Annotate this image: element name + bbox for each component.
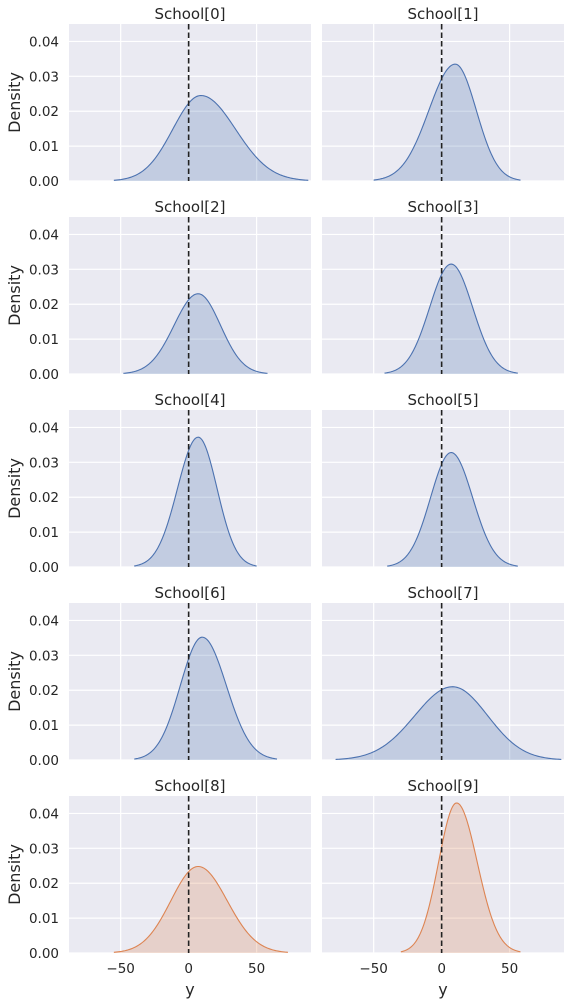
panel-background (322, 603, 564, 760)
y-tick-label: 0.03 (29, 648, 59, 664)
panel-title: School[0] (154, 5, 225, 23)
panel-school-6: School[6] 0.00 0.01 0.02 0.03 0.04 Density (5, 584, 311, 769)
y-tick-label: 0.03 (29, 69, 59, 85)
y-tick-label: 0.04 (29, 420, 59, 436)
y-tick-label: 0.01 (29, 139, 59, 155)
panel-school-4: School[4] 0.00 0.01 0.02 0.03 0.04 Density (5, 391, 311, 576)
panel-school-0: School[0] 0.00 0.01 0.02 0.03 0.04 Density (5, 5, 311, 190)
y-tick-label: 0.04 (29, 227, 59, 243)
x-tick-label: 50 (248, 961, 265, 977)
density-fill (134, 437, 257, 567)
panel-background (322, 410, 564, 567)
panel-title: School[8] (154, 777, 225, 795)
density-fill (384, 264, 518, 374)
panel-school-2: School[2] 0.00 0.01 0.02 0.03 0.04 Density (5, 198, 311, 383)
panel-background (322, 796, 564, 953)
density-line (384, 263, 518, 374)
y-tick-label: 0.03 (29, 841, 59, 857)
x-tick-label: 50 (501, 961, 518, 977)
y-axis-label: Density (5, 72, 24, 133)
y-tick-label: 0.02 (29, 683, 59, 699)
y-tick-label: 0.01 (29, 332, 59, 348)
panel-background (69, 796, 311, 953)
panel-school-5: School[5] (322, 391, 564, 568)
y-tick-label: 0.02 (29, 490, 59, 506)
y-tick-label: 0.01 (29, 911, 59, 927)
y-axis-label: Density (5, 458, 24, 519)
density-line (113, 865, 288, 953)
y-tick-label: 0.03 (29, 262, 59, 278)
density-line (400, 802, 521, 953)
x-axis-label: y (185, 980, 194, 999)
y-tick-label: 0.02 (29, 297, 59, 313)
panel-background (322, 217, 564, 374)
density-line (335, 686, 562, 760)
panel-school-8: School[8] 0.00 0.01 0.02 0.03 0.04 Density −50 0… (5, 777, 311, 999)
panel-school-9: School[9] −50 0 50 y (322, 777, 564, 999)
density-fill (373, 64, 521, 181)
x-tick-label: −50 (359, 961, 388, 977)
y-tick-label: 0.03 (29, 455, 59, 471)
y-axis-label: Density (5, 844, 24, 905)
y-tick-label: 0.00 (29, 367, 59, 383)
density-line (134, 636, 278, 760)
density-fill (113, 95, 309, 181)
y-axis-label: Density (5, 265, 24, 326)
density-fill (335, 686, 562, 760)
density-fill (134, 637, 278, 760)
y-tick-label: 0.02 (29, 876, 59, 892)
panel-title: School[4] (154, 391, 225, 409)
panel-school-7: School[7] (322, 584, 564, 761)
panel-title: School[1] (407, 5, 478, 23)
y-tick-label: 0.01 (29, 525, 59, 541)
panel-title: School[5] (407, 391, 478, 409)
y-tick-label: 0.01 (29, 718, 59, 734)
y-tick-label: 0.04 (29, 806, 59, 822)
x-tick-label: −50 (106, 961, 135, 977)
panel-title: School[7] (407, 584, 478, 602)
density-line (387, 452, 518, 567)
density-line (134, 436, 257, 567)
y-tick-label: 0.00 (29, 560, 59, 576)
panel-school-1: School[1] (322, 5, 564, 182)
panel-school-3: School[3] (322, 198, 564, 375)
panel-title: School[6] (154, 584, 225, 602)
density-line (123, 293, 268, 374)
density-fill (387, 452, 518, 567)
y-tick-label: 0.04 (29, 613, 59, 629)
y-tick-label: 0.00 (29, 753, 59, 769)
x-tick-label: 0 (437, 961, 446, 977)
panel-background (322, 24, 564, 181)
panel-title: School[3] (407, 198, 478, 216)
panel-background (69, 410, 311, 567)
density-fill (123, 293, 268, 374)
y-tick-label: 0.00 (29, 946, 59, 962)
panel-title: School[9] (407, 777, 478, 795)
y-tick-label: 0.00 (29, 174, 59, 190)
x-tick-label: 0 (184, 961, 193, 977)
panel-title: School[2] (154, 198, 225, 216)
y-axis-label: Density (5, 651, 24, 712)
y-tick-label: 0.04 (29, 34, 59, 50)
x-axis-label: y (438, 980, 447, 999)
panel-background (69, 603, 311, 760)
density-fill (113, 866, 288, 953)
panel-background (69, 217, 311, 374)
y-tick-label: 0.02 (29, 104, 59, 120)
density-line (373, 63, 521, 181)
density-line (113, 94, 309, 181)
